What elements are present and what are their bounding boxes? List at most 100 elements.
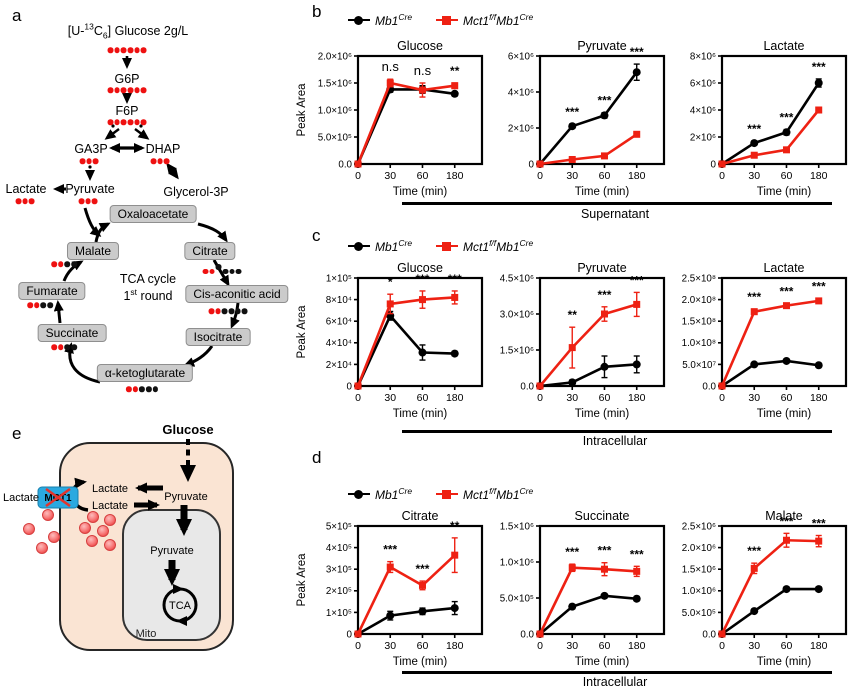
carbon-dots-succinate	[51, 344, 77, 350]
carbon13-dot	[140, 119, 147, 125]
label-lactate-bottom: Lactate	[92, 500, 128, 512]
svg-text:Time (min): Time (min)	[393, 408, 448, 420]
svg-text:***: ***	[597, 288, 611, 302]
panel-c-legend: Mb1Cre Mct1f/fMb1Cre	[348, 238, 557, 254]
carbon12-dot	[139, 386, 145, 392]
svg-text:0: 0	[719, 392, 725, 404]
svg-text:4.5×10⁶: 4.5×10⁶	[500, 273, 534, 284]
carbon13-dot	[86, 158, 92, 164]
carbon-dots-citrate	[202, 264, 242, 274]
svg-text:1×10⁵: 1×10⁵	[326, 608, 352, 619]
carbon12-dot	[235, 268, 242, 274]
chart-svg-c-glucose: Glucose 0 2×10⁴ 4×10⁴ 6×10⁴ 8×10⁴ 1×10⁵ 0 30 60 18…	[326, 261, 484, 420]
svg-text:***: ***	[747, 544, 761, 558]
svg-text:180: 180	[810, 640, 828, 652]
svg-text:0: 0	[347, 381, 353, 392]
svg-text:Time (min): Time (min)	[575, 408, 630, 420]
svg-text:***: ***	[415, 272, 429, 286]
carbon12-dot	[235, 308, 241, 314]
svg-text:180: 180	[810, 170, 828, 182]
chart-b-lactate: Lactate 0 2×10⁶ 4×10⁶ 6×10⁶ 8×10⁶ 0 30 60 180 Time…	[676, 38, 852, 200]
node-label-g6p: G6P	[114, 72, 140, 86]
carbon12-dot	[71, 344, 77, 350]
svg-text:0: 0	[537, 170, 543, 182]
lactate-molecules-intracellular	[79, 511, 116, 551]
svg-text:3.0×10⁶: 3.0×10⁶	[500, 309, 534, 320]
svg-text:0: 0	[537, 392, 543, 404]
carbon13-dot	[114, 119, 120, 125]
svg-text:6×10⁶: 6×10⁶	[508, 51, 534, 62]
carbon12-dot	[145, 386, 152, 392]
svg-text:***: ***	[630, 45, 644, 59]
chart-b-glucose: Glucose 0.0 5.0×10⁵ 1.0×10⁶ 1.5×10⁶ 2.0×10⁶ 0 3…	[312, 38, 488, 200]
svg-text:2.5×10⁶: 2.5×10⁶	[682, 521, 716, 532]
legend-item-mb1cre: Mb1Cre	[348, 486, 412, 502]
carbon-dots-malate	[51, 261, 77, 267]
carbon-dots-dhap	[150, 158, 170, 164]
carbon13-dot	[33, 302, 40, 308]
label-pyruvate-cytosol: Pyruvate	[164, 491, 207, 503]
node-label-glycerol-3p: Glycerol-3P	[163, 185, 229, 199]
svg-text:Lactate: Lactate	[763, 261, 804, 275]
chart-svg-b-lactate: Lactate 0 2×10⁶ 4×10⁶ 6×10⁶ 8×10⁶ 0 30 60 180 Time…	[690, 39, 848, 198]
label-tca: TCA	[169, 600, 192, 612]
svg-text:0.0: 0.0	[702, 381, 716, 392]
label-mito: Mito	[136, 628, 157, 640]
carbon-dots-g6p	[107, 87, 147, 93]
svg-text:***: ***	[565, 105, 579, 119]
panel-e-letter: e	[12, 424, 22, 443]
panel-d-group-line	[402, 671, 832, 674]
svg-text:***: ***	[630, 273, 644, 287]
svg-text:***: ***	[630, 547, 644, 561]
legend-label-mb1cre: Mb1Cre	[375, 12, 413, 28]
svg-text:0: 0	[347, 629, 353, 640]
carbon12-dot	[152, 386, 159, 392]
legend-item-mct1ff-mb1cre: Mct1f/fMb1Cre	[436, 12, 533, 28]
svg-text:**: **	[568, 308, 578, 322]
carbon13-dot	[125, 386, 132, 392]
chart-c-lactate: Lactate 0.0 5.0×10⁷ 1.0×10⁸ 1.5×10⁸ 2.0×10⁸ 2.…	[676, 260, 852, 422]
svg-text:30: 30	[748, 392, 760, 404]
svg-text:Time (min): Time (min)	[575, 186, 630, 198]
svg-text:4×10⁴: 4×10⁴	[326, 338, 352, 349]
svg-text:0: 0	[719, 640, 725, 652]
chart-svg-d-citrate: Citrate 0 1×10⁵ 2×10⁵ 3×10⁵ 4×10⁵ 5×10⁵ 0 30 60 18…	[326, 509, 484, 668]
tca-box-alpha-ketoglutarate: α-ketoglutarate	[96, 364, 194, 382]
legend-label-mct1ff-mb1cre: Mct1f/fMb1Cre	[463, 486, 534, 502]
svg-text:Glucose: Glucose	[397, 39, 443, 53]
panel-b-legend: Mb1Cre Mct1f/fMb1Cre	[348, 12, 557, 28]
svg-text:Citrate: Citrate	[402, 509, 439, 523]
svg-text:Lactate: Lactate	[763, 39, 804, 53]
carbon13-dot	[208, 308, 215, 314]
svg-text:***: ***	[415, 562, 429, 576]
svg-text:0.0: 0.0	[702, 629, 716, 640]
chart-svg-c-pyruvate: Pyruvate 0.0 1.5×10⁶ 3.0×10⁶ 4.5×10⁶ 0 30 60 180…	[500, 261, 666, 420]
carbon13-dot	[85, 198, 91, 204]
svg-text:1.5×10⁶: 1.5×10⁶	[682, 565, 716, 576]
legend-item-mb1cre: Mb1Cre	[348, 238, 412, 254]
panel-b-charts: Glucose 0.0 5.0×10⁵ 1.0×10⁶ 1.5×10⁶ 2.0×10⁶ 0 3…	[312, 38, 852, 200]
svg-text:60: 60	[599, 392, 611, 404]
carbon12-dot	[71, 261, 77, 267]
carbon13-dot	[209, 268, 215, 274]
carbon-dots-pyruvate	[78, 198, 98, 204]
svg-text:Time (min): Time (min)	[757, 186, 812, 198]
carbon13-dot	[57, 261, 64, 267]
carbon-dots-lactate	[15, 198, 35, 204]
label-glucose: Glucose	[162, 422, 213, 437]
carbon13-dot	[78, 198, 85, 204]
carbon13-dot	[132, 386, 139, 392]
carbon12-dot	[241, 308, 248, 314]
tca-box-isocitrate: Isocitrate	[185, 328, 251, 346]
carbon13-dot	[127, 87, 134, 93]
svg-text:1.5×10⁶: 1.5×10⁶	[318, 78, 352, 89]
chart-d-succinate: Succinate 0.0 5.0×10⁵ 1.0×10⁶ 1.5×10⁶ 0 30 60 18…	[494, 508, 670, 670]
carbon-dots-glucose	[107, 47, 147, 53]
svg-text:Succinate: Succinate	[575, 509, 630, 523]
legend-item-mct1ff-mb1cre: Mct1f/fMb1Cre	[436, 486, 533, 502]
carbon-dots-akg	[125, 386, 159, 392]
svg-text:180: 180	[628, 392, 646, 404]
svg-text:1.0×10⁶: 1.0×10⁶	[500, 557, 534, 568]
carbon13-dot	[92, 158, 99, 164]
legend-label-mb1cre: Mb1Cre	[375, 486, 413, 502]
